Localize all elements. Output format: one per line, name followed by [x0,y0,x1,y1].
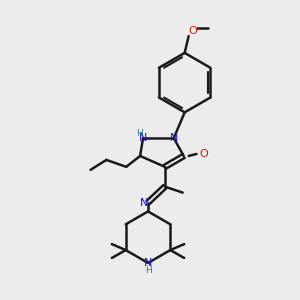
Text: H: H [136,129,142,138]
Text: O: O [188,26,197,36]
Text: O: O [199,149,208,159]
Text: N: N [169,133,178,143]
Text: N: N [139,133,147,143]
Text: N: N [144,258,152,268]
Text: H: H [145,266,152,275]
Text: N: N [140,197,148,208]
